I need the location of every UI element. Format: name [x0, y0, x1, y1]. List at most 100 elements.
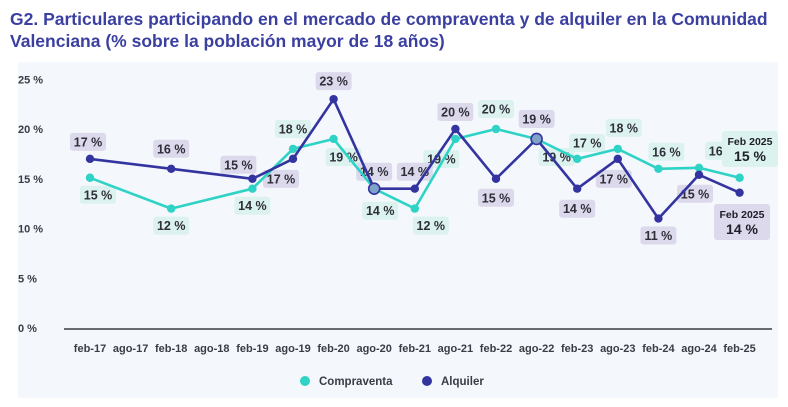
data-label-bg [362, 201, 399, 220]
data-label-bg [153, 139, 190, 158]
data-label: 20 % [482, 103, 511, 117]
data-point [491, 174, 501, 183]
data-label: 17 % [74, 135, 103, 149]
end-label-value: 15 % [734, 148, 766, 164]
end-label-value: 14 % [726, 221, 758, 237]
x-tick-label: ago-24 [681, 343, 717, 355]
data-point [329, 134, 338, 144]
data-label: 17 % [573, 136, 602, 150]
data-label: 16 % [157, 142, 186, 156]
data-label: 14 % [366, 204, 395, 218]
data-point [167, 164, 176, 173]
data-label-bg [220, 155, 257, 174]
data-point [167, 204, 176, 213]
data-point [288, 144, 298, 154]
data-point [451, 124, 460, 134]
y-tick-label: 5 % [18, 273, 37, 285]
data-label-bg [559, 199, 596, 218]
end-label-bg [714, 204, 770, 240]
data-label-bg [437, 103, 474, 121]
x-tick-label: feb-21 [399, 343, 431, 355]
data-point [694, 170, 704, 179]
data-label: 17 % [267, 172, 296, 186]
data-point [613, 144, 622, 154]
end-label-period: Feb 2025 [720, 209, 765, 221]
data-point [85, 154, 95, 164]
overlap-point [367, 182, 381, 195]
x-tick-label: feb-22 [480, 343, 512, 355]
y-tick-label: 15 % [18, 174, 43, 186]
data-label: 16 % [652, 145, 681, 159]
data-label-bg [234, 196, 271, 215]
data-label-bg [80, 185, 116, 204]
data-point [654, 214, 663, 223]
data-label: 18 % [610, 121, 639, 135]
legend-marker-compraventa [300, 376, 310, 386]
x-tick-label: ago-20 [356, 343, 391, 355]
data-point [288, 154, 298, 164]
data-label: 15 % [84, 188, 113, 202]
x-tick-label: feb-18 [155, 343, 187, 355]
data-label: 18 % [279, 122, 308, 136]
data-point [85, 173, 95, 182]
data-label: 12 % [417, 219, 446, 233]
data-label: 23 % [319, 75, 348, 89]
data-point [410, 184, 419, 193]
data-point [735, 173, 744, 182]
y-tick-label: 20 % [18, 124, 43, 136]
data-label-bg [478, 188, 514, 207]
x-tick-label: ago-23 [600, 343, 635, 355]
data-label: 14 % [401, 165, 430, 179]
data-label-bg [569, 133, 606, 152]
data-label-bg [648, 142, 685, 161]
data-point [735, 188, 744, 197]
data-point [654, 164, 663, 173]
data-label: 11 % [644, 229, 672, 243]
x-tick-label: feb-24 [642, 343, 675, 355]
y-tick-label: 10 % [18, 224, 43, 236]
x-tick-label: feb-25 [723, 343, 755, 355]
data-label-bg [605, 118, 642, 137]
data-label: 20 % [441, 106, 470, 120]
x-tick-label: ago-17 [113, 343, 148, 355]
legend-label-alquiler: Alquiler [441, 376, 484, 388]
data-point [329, 94, 338, 104]
end-label-bg [722, 131, 778, 167]
data-point [573, 184, 582, 193]
data-point [613, 154, 622, 164]
data-label: 14 % [563, 202, 592, 216]
data-label: 12 % [157, 219, 186, 233]
data-label-bg [412, 216, 449, 235]
x-tick-label: feb-23 [561, 343, 593, 355]
overlap-point [530, 132, 543, 146]
x-tick-label: ago-22 [519, 343, 554, 355]
x-tick-label: feb-19 [236, 343, 268, 355]
x-tick-label: feb-17 [74, 343, 106, 355]
data-point [491, 124, 501, 134]
data-label: 19 % [522, 112, 551, 126]
data-label: 14 % [238, 199, 267, 213]
data-point [694, 163, 704, 173]
data-label: 15 % [482, 191, 511, 205]
data-label-bg [518, 109, 555, 128]
data-label-bg [275, 119, 311, 138]
y-tick-label: 0 % [18, 323, 37, 335]
data-point [573, 154, 582, 164]
legend-marker-alquiler [422, 376, 432, 386]
data-point [248, 174, 257, 183]
data-point [451, 134, 460, 144]
data-label-bg [315, 72, 352, 91]
data-label-bg [263, 169, 299, 188]
data-label: 15 % [224, 158, 253, 172]
x-tick-label: ago-18 [194, 343, 229, 355]
x-tick-label: feb-20 [317, 343, 349, 355]
x-tick-label: ago-21 [438, 343, 473, 355]
series-line-alquiler [88, 97, 741, 220]
data-label-bg [595, 169, 632, 188]
legend-label-compraventa: Compraventa [319, 376, 393, 388]
data-point [248, 184, 257, 193]
end-label-period: Feb 2025 [728, 136, 773, 148]
data-label: 17 % [600, 172, 629, 186]
